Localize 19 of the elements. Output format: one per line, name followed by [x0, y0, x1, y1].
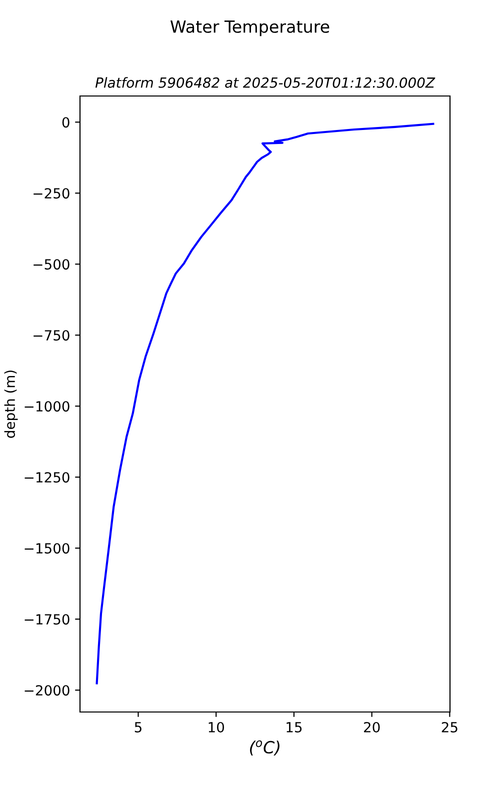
y-tick-label: −1000: [24, 401, 70, 412]
y-tick-label: −2000: [24, 685, 70, 696]
chart-subtitle: Platform 5906482 at 2025-05-20T01:12:30.000Z: [95, 77, 436, 88]
x-axis-title: ($^{o}$C): [250, 740, 280, 756]
y-tick-label: −750: [34, 330, 70, 341]
x-tick-label: 10: [208, 722, 224, 732]
y-tick-label: 0: [62, 117, 70, 128]
y-tick-label: −500: [34, 259, 70, 270]
chart-title: Water Temperature: [170, 20, 330, 36]
line-series: [96, 122, 434, 684]
y-axis-title: depth (m): [4, 370, 18, 438]
x-tick-label: 25: [442, 722, 458, 732]
y-tick-label: −1750: [24, 614, 70, 625]
x-tick-label: 15: [286, 722, 302, 732]
y-tick-label: −1250: [24, 472, 70, 483]
y-tick-label: −250: [34, 188, 70, 199]
y-tick-label: −1500: [24, 543, 70, 554]
x-tick-label: 5: [134, 722, 142, 732]
x-tick-label: 20: [364, 722, 380, 732]
